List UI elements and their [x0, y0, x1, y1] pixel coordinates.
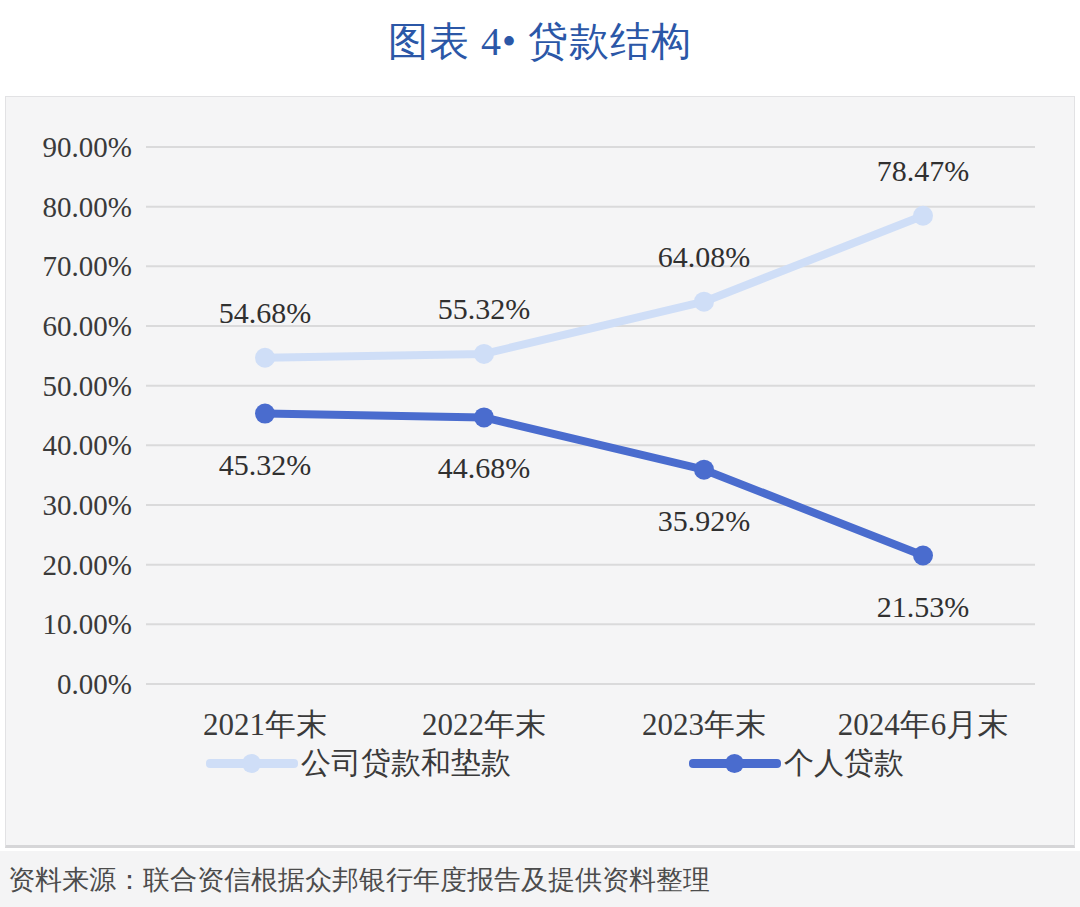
data-label-company: 78.47% — [877, 154, 970, 188]
chart-panel: 0.00% 10.00% 20.00% 30.00% 40.00% 50.00% 60.00… — [5, 96, 1075, 848]
y-axis-tick-label: 40.00% — [6, 430, 132, 460]
data-point-marker-personal — [255, 404, 275, 424]
data-point-marker-company — [694, 292, 714, 312]
series-line-personal — [265, 414, 923, 556]
x-axis-label: 2023年末 — [642, 704, 766, 746]
legend-label-company: 公司贷款和垫款 — [301, 743, 511, 784]
x-axis-label: 2022年末 — [422, 704, 546, 746]
data-label-personal: 44.68% — [438, 451, 531, 485]
x-axis-label: 2021年末 — [203, 704, 327, 746]
data-label-company: 55.32% — [438, 292, 531, 326]
data-label-personal: 35.92% — [658, 504, 751, 538]
data-label-company: 64.08% — [658, 240, 751, 274]
y-axis-tick-label: 70.00% — [6, 251, 132, 281]
y-axis-tick-label: 20.00% — [6, 550, 132, 580]
chart-title: 图表 4• 贷款结构 — [0, 14, 1080, 69]
source-note: 资料来源：联合资信根据众邦银行年度报告及提供资料整理 — [0, 851, 1080, 907]
data-point-marker-personal — [694, 460, 714, 480]
series-line-company — [265, 216, 923, 358]
data-point-marker-company — [255, 348, 275, 368]
legend-item-personal: 个人贷款 — [689, 743, 904, 783]
personal-series-line-marker-icon — [689, 759, 781, 768]
data-label-personal: 45.32% — [219, 448, 312, 482]
y-axis-tick-label: 0.00% — [6, 669, 132, 699]
data-label-personal: 21.53% — [877, 590, 970, 624]
y-axis-tick-label: 90.00% — [6, 132, 132, 162]
y-axis-tick-label: 60.00% — [6, 311, 132, 341]
y-axis-tick-label: 50.00% — [6, 371, 132, 401]
data-point-marker-personal — [474, 407, 494, 427]
data-point-marker-personal — [913, 546, 933, 566]
plot-area: 0.00% 10.00% 20.00% 30.00% 40.00% 50.00% 60.00… — [6, 97, 1074, 845]
y-axis-tick-label: 10.00% — [6, 609, 132, 639]
data-point-marker-company — [913, 206, 933, 226]
report-page: { "title": "图表 4• 贷款结构", "source": "资料来源… — [0, 0, 1080, 907]
data-point-marker-company — [474, 344, 494, 364]
data-label-company: 54.68% — [219, 296, 312, 330]
legend-label-personal: 个人贷款 — [784, 743, 904, 784]
legend-item-company: 公司贷款和垫款 — [206, 743, 511, 783]
x-axis-label: 2024年6月末 — [838, 704, 1009, 746]
y-axis-tick-label: 30.00% — [6, 490, 132, 520]
y-axis-tick-label: 80.00% — [6, 192, 132, 222]
company-series-line-marker-icon — [206, 759, 298, 768]
